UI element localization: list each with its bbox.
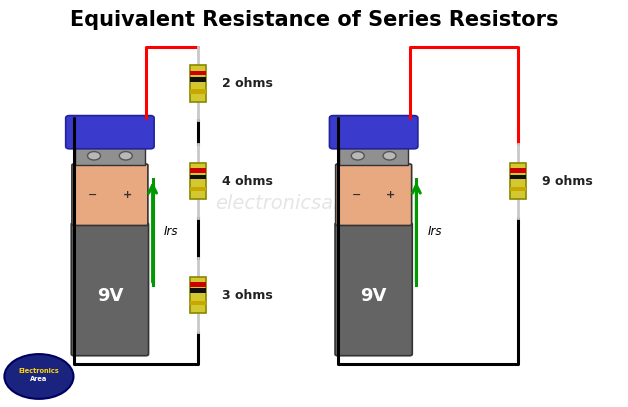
Text: 3 ohms: 3 ohms <box>222 289 273 302</box>
Bar <box>339 147 408 165</box>
FancyBboxPatch shape <box>66 116 154 149</box>
Circle shape <box>383 151 396 160</box>
Bar <box>510 175 526 179</box>
Text: +: + <box>386 190 396 200</box>
Bar <box>190 289 206 293</box>
Text: Electronics: Electronics <box>19 368 59 374</box>
FancyBboxPatch shape <box>71 223 148 356</box>
Text: 4 ohms: 4 ohms <box>222 175 273 188</box>
Text: Equivalent Resistance of Series Resistors: Equivalent Resistance of Series Resistor… <box>70 10 558 30</box>
Circle shape <box>351 151 364 160</box>
FancyBboxPatch shape <box>335 223 412 356</box>
Text: Irs: Irs <box>428 225 442 239</box>
Bar <box>510 163 526 199</box>
Bar <box>190 300 206 305</box>
Text: electronicsarea.com: electronicsarea.com <box>215 194 413 213</box>
Bar <box>190 163 206 199</box>
Bar <box>190 186 206 191</box>
Bar <box>190 65 206 102</box>
Circle shape <box>87 151 100 160</box>
Text: +: + <box>122 190 132 200</box>
Bar <box>190 282 206 287</box>
FancyBboxPatch shape <box>330 116 418 149</box>
Text: 9V: 9V <box>360 287 387 305</box>
Text: −: − <box>88 190 97 200</box>
Text: Irs: Irs <box>164 225 178 239</box>
Bar <box>190 168 206 173</box>
Text: Area: Area <box>30 376 48 382</box>
Text: 2 ohms: 2 ohms <box>222 77 273 90</box>
FancyBboxPatch shape <box>72 164 148 225</box>
Circle shape <box>119 151 133 160</box>
Bar <box>190 77 206 81</box>
Bar <box>510 168 526 173</box>
Bar <box>190 175 206 179</box>
Text: 9 ohms: 9 ohms <box>542 175 593 188</box>
Text: 9V: 9V <box>97 287 123 305</box>
Bar <box>75 147 144 165</box>
Bar <box>190 71 206 75</box>
FancyBboxPatch shape <box>335 164 412 225</box>
Bar <box>190 277 206 313</box>
Text: −: − <box>352 190 361 200</box>
Bar <box>510 186 526 191</box>
Circle shape <box>4 354 73 399</box>
Bar <box>190 89 206 94</box>
